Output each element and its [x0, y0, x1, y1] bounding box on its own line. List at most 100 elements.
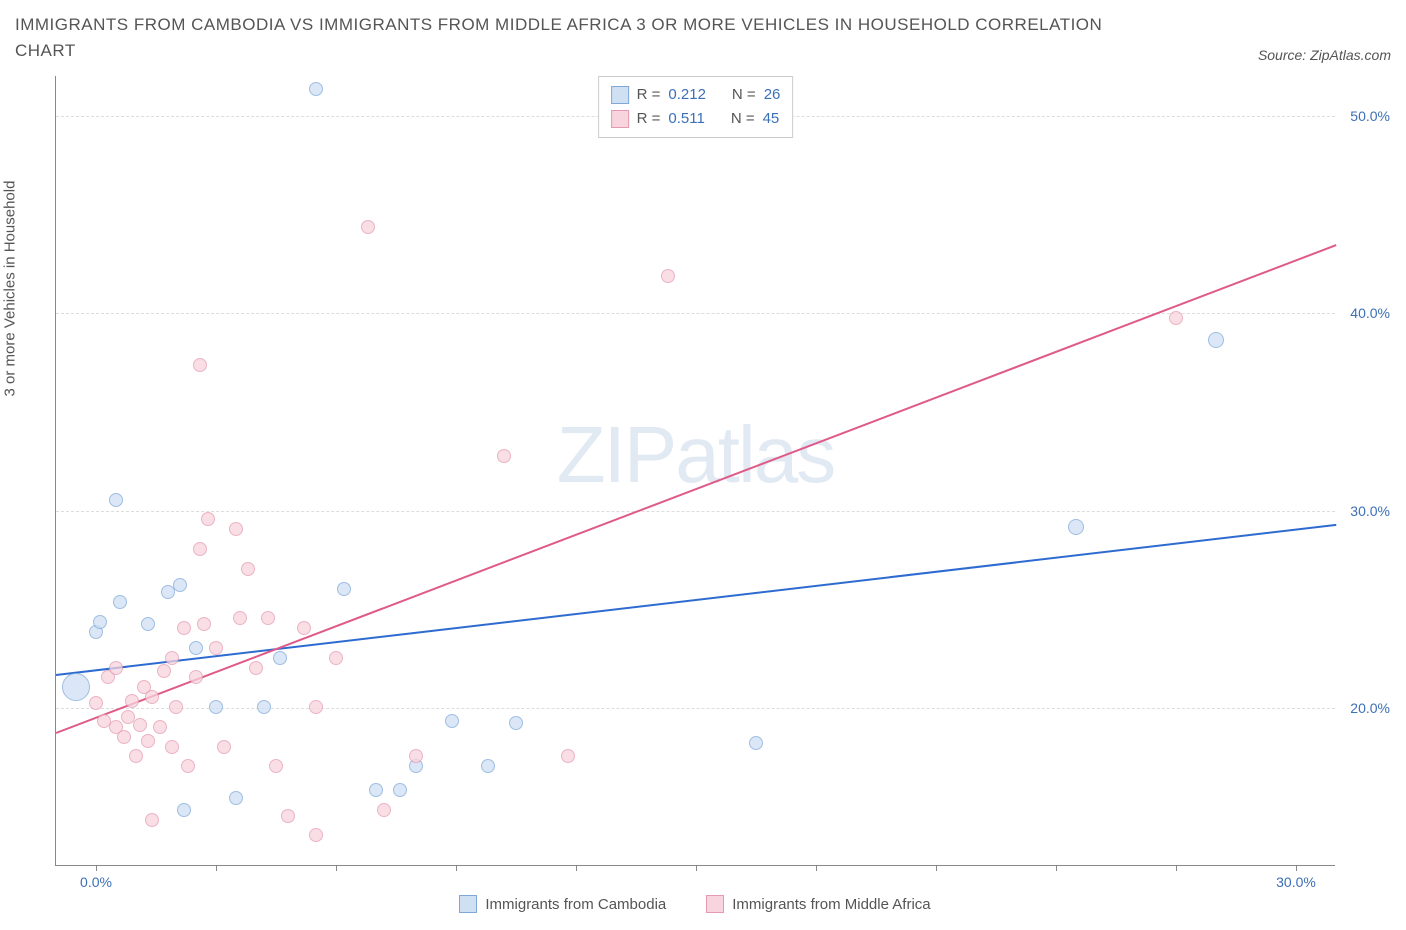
y-tick-label: 20.0%	[1350, 700, 1390, 716]
data-point-middle-africa	[193, 358, 207, 372]
legend-n-value: 26	[764, 83, 781, 107]
legend-r-value: 0.212	[668, 83, 706, 107]
data-point-middle-africa	[165, 651, 179, 665]
legend-r-label: R =	[637, 107, 661, 131]
data-point-middle-africa	[377, 803, 391, 817]
trend-line-cambodia	[56, 524, 1336, 676]
legend-n-label: N =	[732, 83, 756, 107]
y-axis-label: 3 or more Vehicles in Household	[2, 181, 19, 397]
x-tick	[336, 865, 337, 871]
data-point-cambodia	[369, 783, 383, 797]
data-point-middle-africa	[201, 512, 215, 526]
data-point-cambodia	[189, 641, 203, 655]
data-point-middle-africa	[297, 621, 311, 635]
data-point-middle-africa	[497, 449, 511, 463]
data-point-cambodia	[93, 615, 107, 629]
y-tick-label: 40.0%	[1350, 305, 1390, 321]
data-point-cambodia	[393, 783, 407, 797]
data-point-middle-africa	[309, 700, 323, 714]
data-point-middle-africa	[309, 828, 323, 842]
data-point-middle-africa	[157, 664, 171, 678]
data-point-cambodia	[481, 759, 495, 773]
data-point-cambodia	[257, 700, 271, 714]
data-point-cambodia	[273, 651, 287, 665]
legend-n-value: 45	[763, 107, 780, 131]
data-point-middle-africa	[165, 740, 179, 754]
data-point-middle-africa	[145, 813, 159, 827]
x-tick	[696, 865, 697, 871]
data-point-middle-africa	[129, 749, 143, 763]
x-tick	[96, 865, 97, 871]
series-legend: Immigrants from Cambodia Immigrants from …	[55, 895, 1335, 913]
legend-r-label: R =	[637, 83, 661, 107]
data-point-middle-africa	[269, 759, 283, 773]
data-point-middle-africa	[181, 759, 195, 773]
data-point-cambodia	[173, 578, 187, 592]
x-tick-label: 30.0%	[1276, 874, 1316, 890]
chart-title: IMMIGRANTS FROM CAMBODIA VS IMMIGRANTS F…	[15, 12, 1115, 63]
chart-header: IMMIGRANTS FROM CAMBODIA VS IMMIGRANTS F…	[15, 12, 1391, 63]
x-tick-label: 0.0%	[80, 874, 112, 890]
data-point-cambodia	[337, 582, 351, 596]
series-legend-item: Immigrants from Cambodia	[459, 895, 666, 913]
gridline	[56, 313, 1335, 314]
x-tick	[216, 865, 217, 871]
data-point-middle-africa	[561, 749, 575, 763]
stats-legend-row: R = 0.212 N = 26	[611, 83, 781, 107]
data-point-middle-africa	[329, 651, 343, 665]
x-tick	[576, 865, 577, 871]
data-point-cambodia	[113, 595, 127, 609]
data-point-cambodia	[177, 803, 191, 817]
data-point-cambodia	[445, 714, 459, 728]
data-point-middle-africa	[281, 809, 295, 823]
data-point-middle-africa	[189, 670, 203, 684]
data-point-cambodia	[1208, 332, 1224, 348]
stats-legend: R =0.212N =26R =0.511N =45	[598, 76, 794, 138]
legend-swatch	[706, 895, 724, 913]
data-point-middle-africa	[409, 749, 423, 763]
data-point-middle-africa	[241, 562, 255, 576]
data-point-middle-africa	[1169, 311, 1183, 325]
data-point-middle-africa	[209, 641, 223, 655]
data-point-middle-africa	[217, 740, 231, 754]
data-point-cambodia	[749, 736, 763, 750]
data-point-middle-africa	[125, 694, 139, 708]
data-point-cambodia	[1068, 519, 1084, 535]
data-point-cambodia	[309, 82, 323, 96]
plot-region: ZIPatlas R =0.212N =26R =0.511N =45 20.0…	[55, 76, 1335, 866]
data-point-middle-africa	[249, 661, 263, 675]
data-point-middle-africa	[197, 617, 211, 631]
x-tick	[1056, 865, 1057, 871]
data-point-middle-africa	[177, 621, 191, 635]
legend-swatch	[611, 110, 629, 128]
trend-line-middle-africa	[56, 244, 1337, 734]
y-tick-label: 30.0%	[1350, 503, 1390, 519]
data-point-middle-africa	[141, 734, 155, 748]
data-point-middle-africa	[233, 611, 247, 625]
series-legend-label: Immigrants from Middle Africa	[732, 896, 930, 913]
data-point-middle-africa	[169, 700, 183, 714]
legend-swatch	[611, 86, 629, 104]
legend-n-label: N =	[731, 107, 755, 131]
data-point-middle-africa	[109, 661, 123, 675]
data-point-middle-africa	[193, 542, 207, 556]
data-point-middle-africa	[117, 730, 131, 744]
x-tick	[1176, 865, 1177, 871]
chart-area: 3 or more Vehicles in Household ZIPatlas…	[15, 71, 1391, 921]
series-legend-label: Immigrants from Cambodia	[485, 896, 666, 913]
data-point-cambodia	[141, 617, 155, 631]
data-point-cambodia	[509, 716, 523, 730]
x-tick	[1296, 865, 1297, 871]
y-tick-label: 50.0%	[1350, 108, 1390, 124]
stats-legend-row: R =0.511N =45	[611, 107, 781, 131]
data-point-middle-africa	[361, 220, 375, 234]
data-point-cambodia	[109, 493, 123, 507]
data-point-cambodia	[209, 700, 223, 714]
chart-source: Source: ZipAtlas.com	[1258, 47, 1391, 63]
data-point-middle-africa	[229, 522, 243, 536]
gridline	[56, 708, 1335, 709]
data-point-middle-africa	[153, 720, 167, 734]
x-tick	[456, 865, 457, 871]
data-point-middle-africa	[661, 269, 675, 283]
x-tick	[936, 865, 937, 871]
